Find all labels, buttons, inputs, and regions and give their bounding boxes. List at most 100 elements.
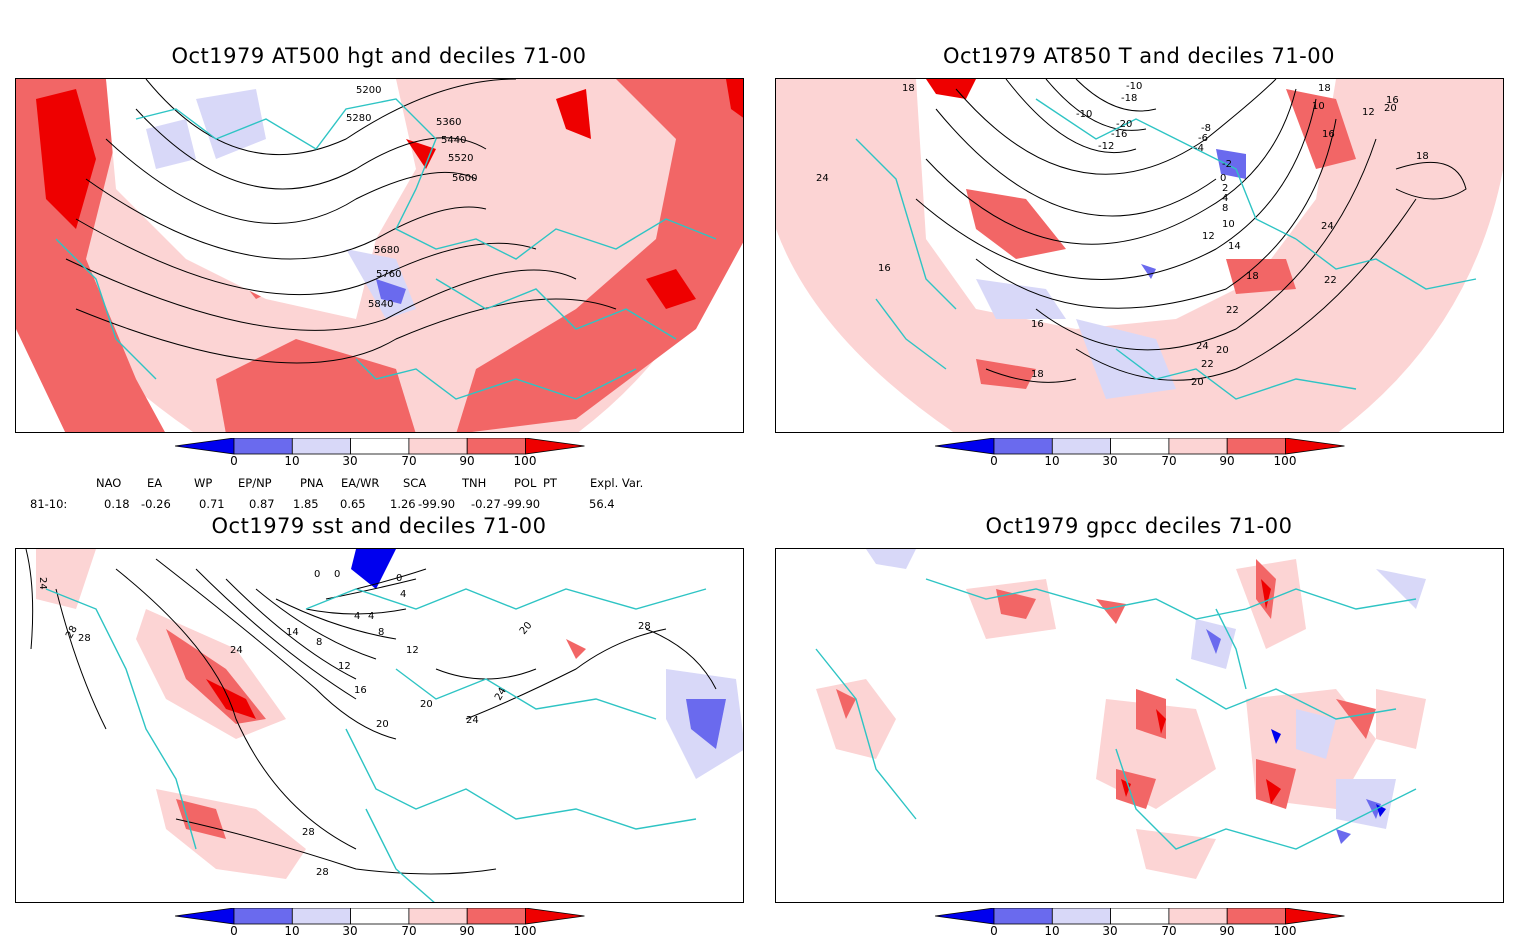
index-header: POL [514,476,537,490]
colorbar-tick: 30 [1102,454,1118,468]
contour-label: 20 [376,719,389,730]
contour-label: 22 [1324,275,1337,286]
colorbar-arrow-high [1285,908,1345,925]
contour-label: 16 [878,263,891,274]
colorbar-tick: 30 [342,454,358,468]
index-value: 1.85 [293,497,319,511]
contour-label: -16 [1111,129,1127,140]
colorbar-segment [1226,908,1286,925]
colorbar-segment [1110,908,1170,925]
contour-label: -6 [1198,133,1208,144]
index-header: PNA [300,476,324,490]
colorbar-segment [466,438,526,455]
index-header: EP/NP [238,476,272,490]
colorbar-segment [233,438,293,455]
contour-label: 18 [1031,369,1044,380]
colorbar-tick: 90 [459,924,475,938]
contour-label: 20 [518,620,535,637]
contour-label: -20 [1116,119,1132,130]
map-panel-gpcc [775,548,1504,903]
contour-label: 5680 [374,245,399,256]
colorbar-tick: 0 [990,924,998,938]
index-header: SCA [403,476,427,490]
contour-label: 18 [902,83,915,94]
contour-label: 24 [493,686,509,703]
contour-label: 5520 [448,153,473,164]
contour-label: -10 [1076,109,1092,120]
colorbar-segment [291,438,352,455]
contour-label: 20 [420,699,433,710]
colorbar-tick: 100 [1273,924,1297,938]
index-header: EA/WR [341,476,380,490]
index-header: WP [194,476,213,490]
map-panel-hgt: 5200 5280 5360 5440 5520 5600 5680 5760 … [15,78,744,433]
panel-title-gpcc: Oct1979 gpcc deciles 71-00 [985,514,1293,538]
index-value: 0.65 [340,497,366,511]
contour-label: 28 [638,621,651,632]
colorbar-tick: 10 [1044,924,1060,938]
contour-label: 10 [1222,219,1235,230]
colorbar-top-left: 0 10 30 70 90 100 [175,438,595,478]
colorbar-segment [1051,908,1112,925]
colorbar-tick: 90 [459,454,475,468]
contour-label: 10 [1312,101,1325,112]
colorbar-bottom-right: 0 10 30 70 90 100 [935,908,1355,948]
contour-label: 5360 [436,117,461,128]
colorbar-tick: 10 [284,924,300,938]
colorbar-arrow-low [935,438,995,455]
colorbar-arrow-high [525,908,585,925]
colorbar-tick: 0 [230,454,238,468]
colorbar-segment [466,908,526,925]
index-value: 0.18 [104,497,130,511]
colorbar-segment [1051,438,1112,455]
colorbar-tick: 100 [513,924,537,938]
contour-label: 16 [354,685,367,696]
map-t850: 18 -10 -18 -20 -16 -12 -10 -8 -6 -4 -2 0… [776,79,1503,432]
colorbar-tick: 10 [1044,454,1060,468]
contour-label: 20 [1216,345,1229,356]
index-value: 0.87 [249,497,275,511]
contour-label: 4 [354,611,360,622]
colorbar-arrow-low [175,438,235,455]
contour-label: 24 [816,173,829,184]
colorbar-segment [350,438,410,455]
colorbar-top-right: 0 10 30 70 90 100 [935,438,1355,478]
contour-label: 5600 [452,173,477,184]
colorbar-arrow-high [1285,438,1345,455]
contour-label: 5200 [356,85,381,96]
colorbar-arrow-low [175,908,235,925]
colorbar-segment [350,908,410,925]
colorbar-tick: 90 [1219,454,1235,468]
colorbar-segment [1168,438,1228,455]
colorbar-tick: 70 [1161,924,1177,938]
contour-label: -18 [1121,93,1137,104]
contour-label: 8 [316,637,322,648]
contour-label: 14 [1228,241,1241,252]
colorbar-arrow-high [525,438,585,455]
contour-label: 5440 [441,135,466,146]
contour-label: 22 [1226,305,1239,316]
index-row-label: 81-10: [30,497,68,511]
contour-label: 12 [338,661,351,672]
colorbar-segment [408,908,468,925]
contour-label: 12 [406,645,419,656]
index-value: -0.26 [141,497,171,511]
contour-label: 12 [1202,231,1215,242]
colorbar-segment [993,908,1053,925]
colorbar-arrow-low [935,908,995,925]
index-header: TNH [462,476,487,490]
contour-label: -4 [1194,143,1204,154]
contour-label: 24 [466,715,479,726]
index-header: NAO [96,476,122,490]
colorbar-tick: 70 [401,924,417,938]
contour-label: 18 [1318,83,1331,94]
colorbar-tick: 30 [1102,924,1118,938]
panel-title-t850: Oct1979 AT850 T and deciles 71-00 [943,44,1335,68]
panel-title-hgt: Oct1979 AT500 hgt and deciles 71-00 [171,44,587,68]
colorbar-segment [1226,438,1286,455]
colorbar-segment [1110,438,1170,455]
colorbar-tick: 70 [1161,454,1177,468]
contour-label: 14 [286,627,299,638]
map-gpcc [815,549,1426,879]
index-value: 56.4 [589,497,615,511]
